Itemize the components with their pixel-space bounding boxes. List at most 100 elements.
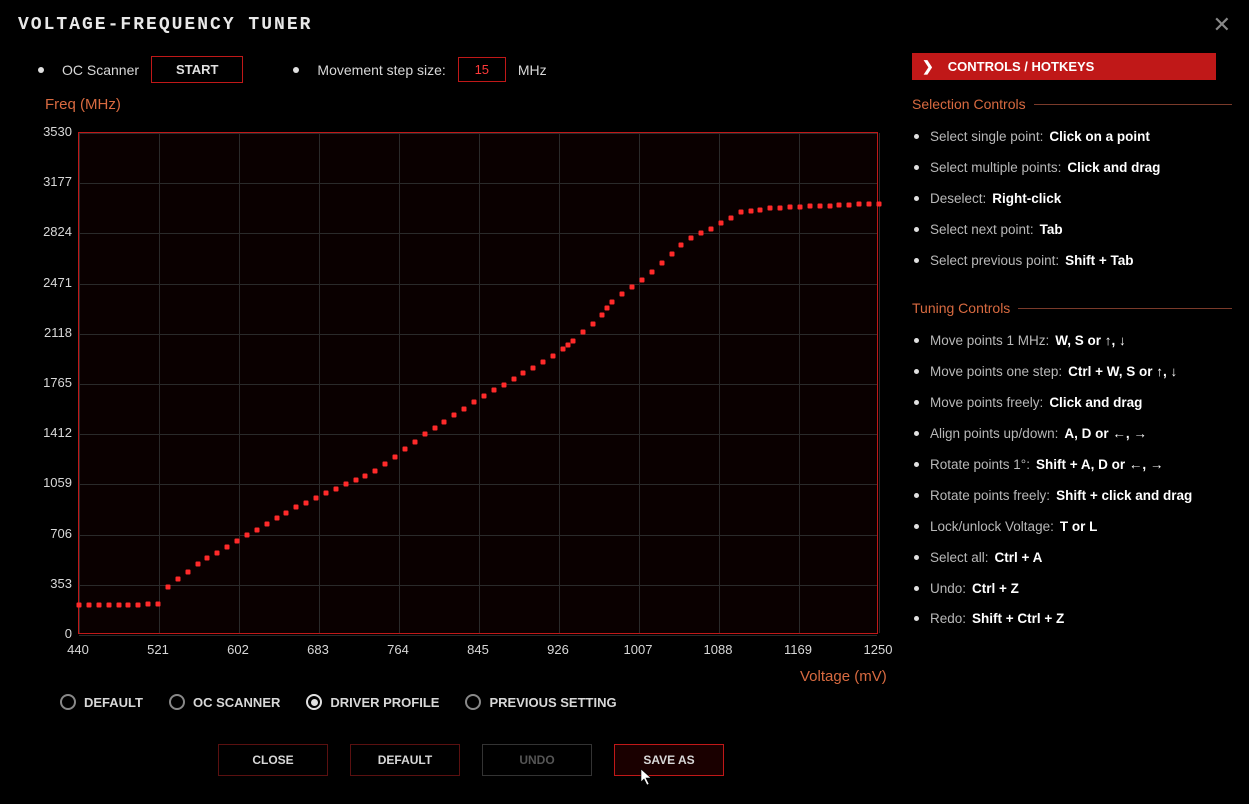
vf-point[interactable] <box>225 544 230 549</box>
vf-point[interactable] <box>146 602 151 607</box>
save-as-button[interactable]: SAVE AS <box>614 744 724 776</box>
vf-point[interactable] <box>639 278 644 283</box>
close-button[interactable]: CLOSE <box>218 744 328 776</box>
vf-point[interactable] <box>758 207 763 212</box>
vf-point[interactable] <box>551 353 556 358</box>
vf-point[interactable] <box>718 221 723 226</box>
vf-point[interactable] <box>807 204 812 209</box>
vf-point[interactable] <box>541 359 546 364</box>
vf-point[interactable] <box>116 603 121 608</box>
vf-point[interactable] <box>827 203 832 208</box>
vf-point[interactable] <box>314 495 319 500</box>
vf-point[interactable] <box>106 603 111 608</box>
vf-point[interactable] <box>728 215 733 220</box>
vf-point[interactable] <box>565 342 570 347</box>
vf-point[interactable] <box>867 202 872 207</box>
vf-point[interactable] <box>511 377 516 382</box>
vf-point[interactable] <box>669 251 674 256</box>
vf-point[interactable] <box>768 206 773 211</box>
vf-point[interactable] <box>244 533 249 538</box>
vf-point[interactable] <box>432 426 437 431</box>
vf-point[interactable] <box>501 382 506 387</box>
vf-point[interactable] <box>96 603 101 608</box>
controls-panel-header[interactable]: ❯ CONTROLS / HOTKEYS <box>912 53 1216 80</box>
vf-point[interactable] <box>264 522 269 527</box>
vf-point[interactable] <box>560 347 565 352</box>
vf-point[interactable] <box>837 203 842 208</box>
vf-point[interactable] <box>748 208 753 213</box>
vf-point[interactable] <box>649 269 654 274</box>
vf-point[interactable] <box>610 299 615 304</box>
vf-point[interactable] <box>605 305 610 310</box>
vf-point[interactable] <box>373 468 378 473</box>
profile-radio-oc-scanner[interactable]: OC SCANNER <box>169 694 280 710</box>
vf-point[interactable] <box>531 365 536 370</box>
vf-point[interactable] <box>472 400 477 405</box>
vf-point[interactable] <box>422 432 427 437</box>
vf-point[interactable] <box>521 371 526 376</box>
vf-point[interactable] <box>699 231 704 236</box>
vf-point[interactable] <box>877 201 882 206</box>
vf-point[interactable] <box>274 516 279 521</box>
vf-point[interactable] <box>600 313 605 318</box>
vf-point[interactable] <box>284 510 289 515</box>
vf-point[interactable] <box>175 576 180 581</box>
start-button[interactable]: START <box>151 56 243 83</box>
vf-point[interactable] <box>254 527 259 532</box>
vf-point[interactable] <box>343 482 348 487</box>
vf-point[interactable] <box>156 602 161 607</box>
undo-button[interactable]: UNDO <box>482 744 592 776</box>
vf-point[interactable] <box>235 539 240 544</box>
hotkey-item: Select all:Ctrl + A <box>912 543 1232 574</box>
vf-point[interactable] <box>294 505 299 510</box>
default-button[interactable]: DEFAULT <box>350 744 460 776</box>
x-tick-label: 440 <box>58 642 98 657</box>
profile-radio-default[interactable]: DEFAULT <box>60 694 143 710</box>
profile-radio-driver-profile[interactable]: DRIVER PROFILE <box>306 694 439 710</box>
vf-point[interactable] <box>363 473 368 478</box>
vf-point[interactable] <box>86 603 91 608</box>
vf-point[interactable] <box>215 550 220 555</box>
vf-point[interactable] <box>630 285 635 290</box>
vf-point[interactable] <box>817 203 822 208</box>
vf-point[interactable] <box>304 500 309 505</box>
vf-chart[interactable]: 0353706105914121765211824712824317735304… <box>36 124 880 664</box>
vf-point[interactable] <box>709 226 714 231</box>
vf-point[interactable] <box>402 446 407 451</box>
vf-point[interactable] <box>689 235 694 240</box>
vf-point[interactable] <box>679 242 684 247</box>
vf-point[interactable] <box>412 439 417 444</box>
vf-point[interactable] <box>778 205 783 210</box>
vf-point[interactable] <box>195 561 200 566</box>
vf-point[interactable] <box>383 462 388 467</box>
vf-point[interactable] <box>788 205 793 210</box>
vf-point[interactable] <box>570 338 575 343</box>
vf-point[interactable] <box>185 569 190 574</box>
vf-point[interactable] <box>353 477 358 482</box>
vf-point[interactable] <box>659 261 664 266</box>
vf-point[interactable] <box>620 292 625 297</box>
vf-point[interactable] <box>77 603 82 608</box>
vf-point[interactable] <box>136 603 141 608</box>
vf-point[interactable] <box>323 490 328 495</box>
vf-point[interactable] <box>165 584 170 589</box>
vf-point[interactable] <box>452 413 457 418</box>
vf-point[interactable] <box>393 454 398 459</box>
vf-point[interactable] <box>126 603 131 608</box>
vf-point[interactable] <box>481 394 486 399</box>
close-icon[interactable]: ✕ <box>1213 12 1231 38</box>
step-size-input[interactable] <box>458 57 506 82</box>
vf-point[interactable] <box>857 202 862 207</box>
vf-point[interactable] <box>847 202 852 207</box>
bullet-icon <box>38 67 44 73</box>
profile-radio-previous-setting[interactable]: PREVIOUS SETTING <box>465 694 616 710</box>
vf-point[interactable] <box>738 209 743 214</box>
vf-point[interactable] <box>590 321 595 326</box>
vf-point[interactable] <box>462 406 467 411</box>
vf-point[interactable] <box>797 204 802 209</box>
vf-point[interactable] <box>442 419 447 424</box>
vf-point[interactable] <box>205 556 210 561</box>
vf-point[interactable] <box>333 486 338 491</box>
vf-point[interactable] <box>491 388 496 393</box>
vf-point[interactable] <box>580 330 585 335</box>
